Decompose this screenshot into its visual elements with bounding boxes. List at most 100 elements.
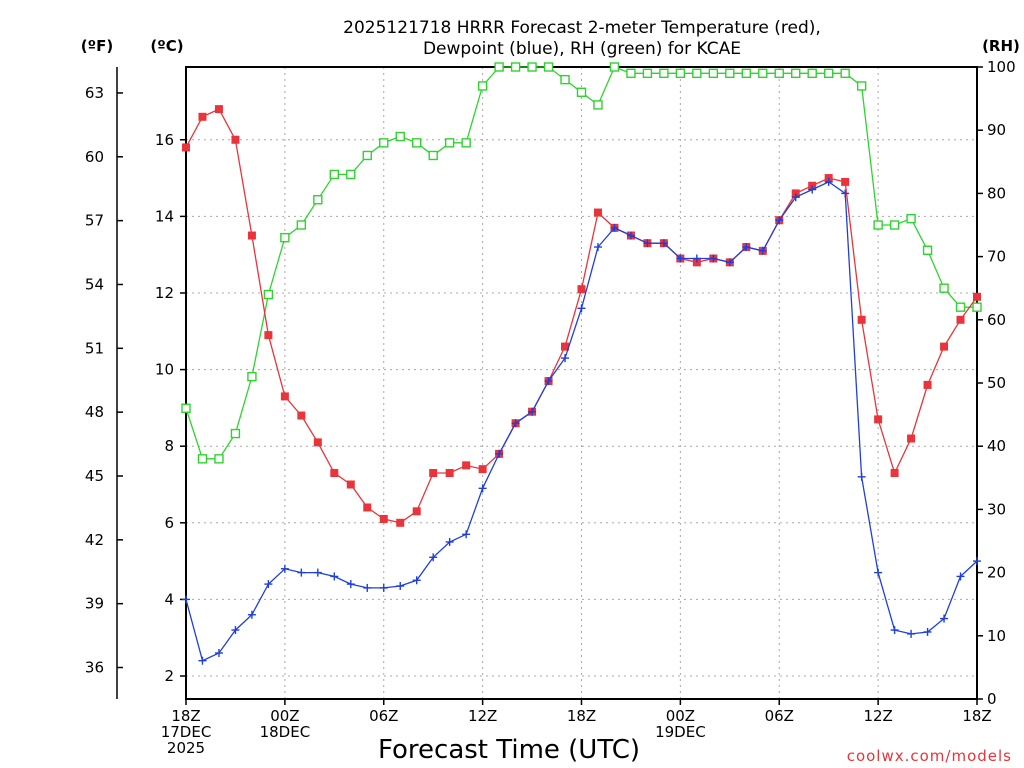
- rh-point: [527, 62, 537, 72]
- celsius-tick-label: 6: [164, 514, 174, 532]
- x-tick-label: 00Z: [270, 707, 299, 725]
- rh-point: [412, 138, 422, 148]
- celsius-tick-label: 8: [164, 437, 174, 455]
- rh-point: [230, 428, 241, 439]
- celsius-tick-label: 10: [155, 361, 174, 379]
- x-tick-label: 00Z: [666, 707, 695, 725]
- rh-point: [708, 68, 719, 79]
- rh-point: [296, 220, 307, 230]
- rh-point: [873, 220, 883, 230]
- rh-point: [461, 138, 471, 148]
- dewpoint-point: [593, 243, 602, 252]
- temperature-point: [874, 415, 883, 424]
- rh-tick-label: 10: [987, 627, 1006, 645]
- dewpoint-point: [297, 568, 306, 577]
- rh-point: [576, 87, 587, 97]
- rh-point: [840, 68, 850, 79]
- dewpoint-point: [907, 629, 916, 638]
- dewpoint-point: [280, 564, 289, 573]
- rh-point: [922, 245, 933, 255]
- x-tick-label: 06Z: [369, 707, 398, 725]
- temperature-point: [890, 469, 899, 478]
- rh-point: [675, 68, 686, 79]
- credit-text: coolwx.com/models: [847, 747, 1012, 765]
- dewpoint-point: [478, 484, 487, 493]
- temperature-point: [182, 143, 190, 152]
- temperature-point: [396, 518, 405, 527]
- x-tick-label: 18Z: [962, 707, 991, 725]
- celsius-tick-label: 14: [155, 207, 174, 225]
- rh-point: [560, 74, 570, 85]
- rh-point: [939, 283, 949, 293]
- dewpoint-point: [412, 576, 421, 585]
- plot-area-frame: [185, 66, 978, 700]
- dewpoint-point: [758, 246, 767, 255]
- x-tick-label: 18DEC: [260, 723, 311, 741]
- fahrenheit-tick-label: 51: [85, 339, 104, 357]
- rh-point: [889, 220, 900, 230]
- dewpoint-point: [808, 185, 817, 194]
- x-tick-label: 12Z: [468, 707, 497, 725]
- dewpoint-point: [528, 407, 537, 416]
- dewpoint-point: [379, 583, 388, 592]
- rh-point: [659, 68, 669, 79]
- grid-lines: [186, 67, 977, 699]
- dewpoint-point: [561, 354, 570, 363]
- x-tick-label: 18Z: [171, 707, 200, 725]
- rh-point: [329, 169, 340, 180]
- temperature-point: [907, 434, 916, 443]
- dewpoint-point: [841, 189, 850, 198]
- temperature-point: [198, 112, 207, 121]
- rh-point: [247, 371, 257, 382]
- rh-point: [725, 68, 735, 79]
- rh-point: [692, 68, 702, 79]
- rh-tick-label: 30: [987, 500, 1006, 518]
- temperature-point: [973, 292, 981, 301]
- temperature-point: [445, 469, 454, 478]
- rh-point: [791, 68, 801, 79]
- dewpoint-point: [330, 572, 339, 581]
- dewpoint-point: [313, 568, 322, 577]
- fahrenheit-tick-label: 42: [85, 531, 104, 549]
- rh-point: [494, 62, 504, 72]
- dewpoint-point: [363, 583, 372, 592]
- temperature-point: [330, 469, 339, 478]
- dewpoint-point: [824, 177, 833, 186]
- rh-point: [214, 454, 224, 464]
- rh-point: [395, 131, 405, 142]
- dewpoint-point: [725, 258, 734, 267]
- dewpoint-point: [198, 656, 207, 665]
- fahrenheit-tick-label: 60: [85, 148, 104, 166]
- rh-point: [379, 138, 389, 148]
- temperature-point: [231, 135, 240, 144]
- x-tick-label: 18Z: [567, 707, 596, 725]
- dewpoint-point: [775, 216, 784, 225]
- dewpoint-point: [643, 239, 652, 248]
- rh-tick-label: 80: [987, 184, 1006, 202]
- temperature-point: [841, 177, 850, 186]
- x-tick-label: 17DEC: [161, 723, 212, 741]
- rh-point: [823, 68, 834, 79]
- celsius-tick-label: 12: [155, 284, 174, 302]
- rh-tick-label: 20: [987, 564, 1006, 582]
- rh-tick-label: 40: [987, 437, 1006, 455]
- dewpoint-point: [742, 243, 751, 252]
- rh-point: [758, 68, 768, 79]
- rh-point: [856, 81, 867, 91]
- dewpoint-point: [462, 530, 471, 539]
- temperature-point: [462, 461, 471, 470]
- dewpoint-point: [511, 419, 520, 428]
- x-tick-label: 2025: [167, 739, 205, 757]
- rh-point: [774, 68, 784, 79]
- rh-point: [955, 302, 966, 312]
- rh-tick-label: 90: [987, 121, 1006, 139]
- temperature-point: [940, 342, 949, 351]
- temperature-point: [313, 438, 322, 447]
- dewpoint-point: [923, 627, 932, 636]
- temperature-point: [577, 285, 586, 294]
- temperature-point: [478, 465, 487, 474]
- rh-point: [807, 68, 817, 79]
- dewpoint-point: [445, 537, 454, 546]
